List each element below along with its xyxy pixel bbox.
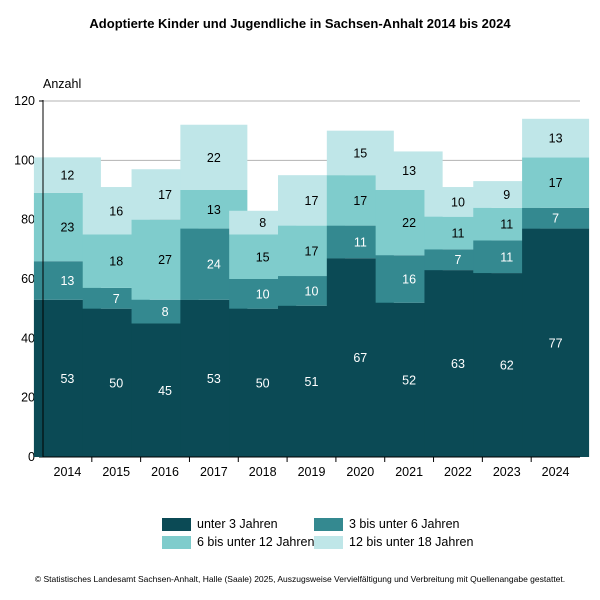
data-label: 7 xyxy=(552,212,559,226)
data-label: 67 xyxy=(353,351,367,365)
data-label: 53 xyxy=(60,372,74,386)
y-tick-label: 80 xyxy=(21,213,35,227)
data-label: 50 xyxy=(109,376,123,390)
data-label: 18 xyxy=(109,255,123,269)
data-label: 53 xyxy=(207,372,221,386)
x-tick-label: 2024 xyxy=(542,465,570,479)
x-tick-label: 2021 xyxy=(395,465,423,479)
data-label: 11 xyxy=(500,250,513,264)
data-label: 15 xyxy=(256,250,270,264)
x-tick-label: 2015 xyxy=(102,465,130,479)
data-label: 62 xyxy=(500,359,514,373)
data-label: 17 xyxy=(305,244,319,258)
bar-segment xyxy=(522,228,590,457)
bar-segment xyxy=(522,157,590,208)
copyright-footer: © Statistisches Landesamt Sachsen-Anhalt… xyxy=(34,574,566,584)
data-label: 11 xyxy=(354,235,367,249)
x-tick-label: 2016 xyxy=(151,465,179,479)
legend-swatch xyxy=(314,535,343,549)
legend-item-unter-3: unter 3 Jahren xyxy=(162,517,278,531)
data-label: 12 xyxy=(60,169,74,183)
y-tick-label: 100 xyxy=(14,153,35,167)
data-label: 15 xyxy=(353,146,367,160)
data-label: 77 xyxy=(549,336,563,350)
y-tick-label: 120 xyxy=(14,94,35,108)
data-label: 23 xyxy=(60,221,74,235)
data-label: 8 xyxy=(259,216,266,230)
chart-title: Adoptierte Kinder und Jugendliche in Sac… xyxy=(89,16,511,31)
data-label: 52 xyxy=(402,373,416,387)
data-label: 13 xyxy=(60,274,74,288)
legend-swatch xyxy=(314,517,343,531)
data-label: 13 xyxy=(207,203,221,217)
y-tick-label: 60 xyxy=(21,272,35,286)
data-label: 50 xyxy=(256,376,270,390)
legend-item-3-bis-6: 3 bis unter 6 Jahren xyxy=(314,517,460,531)
legend-swatch xyxy=(162,535,191,549)
bar-segment xyxy=(522,118,590,158)
x-tick-label: 2023 xyxy=(493,465,521,479)
x-tick-label: 2018 xyxy=(249,465,277,479)
data-label: 22 xyxy=(402,216,416,230)
bar-segment xyxy=(522,207,590,229)
data-label: 63 xyxy=(451,357,465,371)
data-label: 7 xyxy=(113,292,120,306)
data-label: 17 xyxy=(158,188,172,202)
x-tick-label: 2017 xyxy=(200,465,228,479)
data-label: 27 xyxy=(158,253,172,267)
x-tick-label: 2019 xyxy=(298,465,326,479)
data-label: 7 xyxy=(454,253,461,267)
data-label: 10 xyxy=(256,287,270,301)
data-label: 9 xyxy=(503,188,510,202)
x-tick-label: 2020 xyxy=(346,465,374,479)
data-label: 10 xyxy=(451,195,465,209)
legend-swatch xyxy=(162,517,191,531)
data-label: 11 xyxy=(500,218,513,232)
y-tick-label: 20 xyxy=(21,391,35,405)
y-tick-label: 40 xyxy=(21,331,35,345)
data-label: 13 xyxy=(549,132,563,146)
y-axis-label: Anzahl xyxy=(43,77,81,91)
bar-segment xyxy=(180,124,248,190)
legend-item-12-bis-18: 12 bis unter 18 Jahren xyxy=(314,535,473,549)
data-label: 8 xyxy=(162,305,169,319)
x-tick-label: 2022 xyxy=(444,465,472,479)
legend-label: 12 bis unter 18 Jahren xyxy=(349,535,474,549)
data-label: 16 xyxy=(402,273,416,287)
data-label: 51 xyxy=(305,375,319,389)
bar-segment xyxy=(375,151,443,190)
data-label: 16 xyxy=(109,204,123,218)
data-label: 24 xyxy=(207,258,221,272)
legend-label: 6 bis unter 12 Jahren xyxy=(197,535,315,549)
data-label: 17 xyxy=(549,176,563,190)
data-label: 17 xyxy=(305,194,319,208)
data-label: 22 xyxy=(207,151,221,165)
legend-item-6-bis-12: 6 bis unter 12 Jahren xyxy=(162,535,314,549)
data-label: 17 xyxy=(353,194,367,208)
x-tick-label: 2014 xyxy=(54,465,82,479)
legend-label: unter 3 Jahren xyxy=(197,517,278,531)
data-label: 10 xyxy=(305,284,319,298)
legend-label: 3 bis unter 6 Jahren xyxy=(349,517,460,531)
y-tick-label: 0 xyxy=(28,450,35,464)
data-label: 45 xyxy=(158,384,172,398)
data-label: 13 xyxy=(402,164,416,178)
data-label: 11 xyxy=(451,227,464,241)
